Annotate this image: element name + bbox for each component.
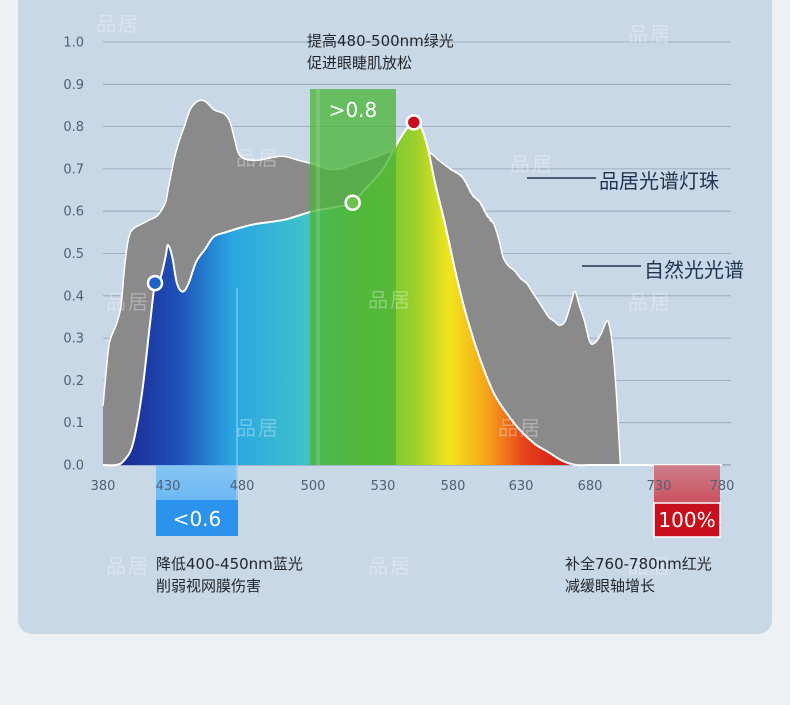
watermark: 品居 [628, 22, 672, 46]
y-tick-label: 0.1 [63, 416, 84, 431]
watermark: 品居 [106, 290, 150, 314]
watermark: 品居 [628, 554, 672, 578]
blue-badge [156, 500, 238, 536]
watermark: 品居 [96, 12, 140, 36]
watermark: 品居 [236, 146, 280, 170]
watermark: 品居 [368, 554, 412, 578]
watermark: 品居 [498, 416, 542, 440]
blue-badge-label: <0.6 [172, 507, 222, 531]
natural-light-dotted-line [449, 167, 495, 225]
watermark: 品居 [368, 288, 412, 312]
red-note-line1: 补全760-780nm红光 [565, 555, 712, 573]
blue-note-line1: 降低400-450nm蓝光 [156, 555, 303, 573]
x-tick-label: 530 [371, 479, 396, 494]
red-note-line2: 减缓眼轴增长 [565, 577, 656, 595]
green-marker [344, 194, 361, 211]
legend-leaders [527, 177, 641, 267]
green-band-edge [316, 89, 320, 465]
x-tick-label: 430 [156, 479, 181, 494]
green-badge-label: >0.8 [328, 98, 378, 122]
blue-note-line2: 削弱视网膜伤害 [156, 577, 262, 595]
x-axis: 380 430 480 500 530 580 630 680 730 780 [91, 479, 735, 494]
legend-pinju: 品居光谱灯珠 [599, 169, 719, 193]
red-badge [654, 503, 720, 537]
y-tick-label: 0.8 [63, 120, 84, 135]
x-tick-label: 500 [301, 479, 326, 494]
y-tick-label: 0.5 [63, 247, 84, 262]
green-note-line1: 提高480-500nm绿光 [307, 32, 454, 50]
green-note-line2: 促进眼睫肌放松 [307, 54, 413, 72]
x-tick-label: 480 [230, 479, 255, 494]
red-light-note: 补全760-780nm红光 减缓眼轴增长 [565, 553, 712, 597]
x-tick-label: 630 [509, 479, 534, 494]
red-badge-label: 100% [658, 508, 716, 532]
red-marker [405, 114, 423, 131]
highlight-bands [156, 89, 721, 538]
blue-marker [146, 274, 164, 292]
x-tick-label: 730 [647, 479, 672, 494]
y-tick-label: 0.3 [63, 332, 84, 347]
legend-natural: 自然光光谱 [644, 258, 744, 282]
y-tick-label: 1.0 [63, 36, 84, 51]
y-tick-label: 0.9 [63, 78, 84, 93]
green-band [310, 89, 396, 465]
red-badge-border [653, 502, 721, 538]
pinju-spectrum-area [103, 122, 722, 466]
x-tick-label: 380 [91, 479, 116, 494]
blue-light-note: 降低400-450nm蓝光 削弱视网膜伤害 [156, 553, 303, 597]
y-tick-label: 0.4 [63, 289, 84, 304]
watermark: 品居 [106, 554, 150, 578]
y-tick-label: 0.7 [63, 162, 84, 177]
x-tick-label: 680 [578, 479, 603, 494]
watermark: 品居 [236, 416, 280, 440]
y-tick-label: 0.6 [63, 205, 84, 220]
data-markers [146, 114, 423, 292]
y-axis: 0.0 0.1 0.2 0.3 0.4 0.5 0.6 0.7 0.8 0.9 1.0 [63, 36, 84, 474]
watermark: 品居 [628, 290, 672, 314]
x-tick-label: 780 [710, 479, 735, 494]
y-tick-label: 0.2 [63, 374, 84, 389]
x-tick-label: 580 [441, 479, 466, 494]
green-light-note: 提高480-500nm绿光 促进眼睫肌放松 [307, 30, 454, 74]
watermark: 品居 [510, 152, 554, 176]
y-tick-label: 0.0 [63, 459, 84, 474]
